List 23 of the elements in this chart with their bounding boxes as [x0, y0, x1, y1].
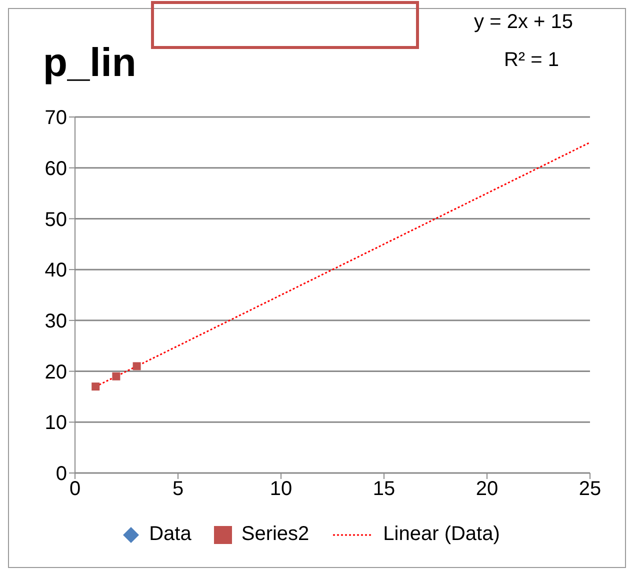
y-tick-label: 60	[44, 158, 67, 180]
y-tick-label: 30	[44, 310, 67, 333]
point	[112, 372, 120, 380]
x-tick-label: 25	[578, 478, 602, 500]
legend-label: Data	[149, 523, 192, 546]
y-tick-label: 10	[44, 412, 67, 434]
x-tick-label: 5	[172, 478, 184, 500]
text: y = 2x + 15	[474, 11, 573, 34]
point	[92, 382, 100, 391]
y-tick-label: 50	[44, 208, 67, 231]
legend-label: Linear (Data)	[383, 523, 500, 546]
x-tick-label: 10	[270, 478, 292, 500]
chart-title: p_lin	[43, 41, 136, 86]
point	[132, 362, 141, 370]
y-tick-label: 70	[44, 107, 67, 130]
x-tick-label: 20	[476, 478, 498, 500]
x-tick-label: 15	[372, 478, 396, 500]
x-tick-label: 0	[69, 478, 81, 500]
y-tick-label: 20	[44, 361, 67, 384]
legend-label: Series2	[241, 523, 310, 546]
y-tick-label: 40	[44, 260, 67, 282]
text: R² = 1	[504, 49, 559, 72]
y-tick-label: 0	[56, 463, 67, 486]
